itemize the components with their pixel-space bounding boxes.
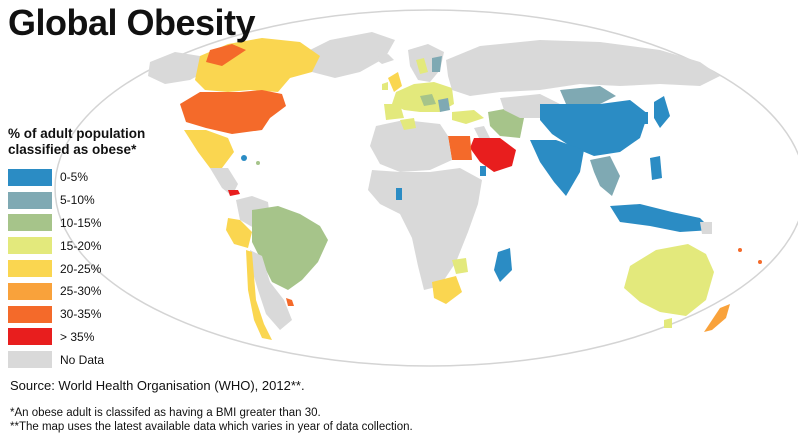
legend-item: 10-15% xyxy=(8,212,183,235)
scandinavia-region xyxy=(408,44,444,82)
legend-swatch xyxy=(8,237,52,255)
legend-item: 30-35% xyxy=(8,303,183,326)
caribbean-island xyxy=(241,155,247,161)
legend-swatch xyxy=(8,328,52,346)
new-zealand-region xyxy=(704,304,730,332)
japan-region xyxy=(654,96,670,128)
pacific-island xyxy=(758,260,762,264)
legend-label: 5-10% xyxy=(60,193,95,208)
peru-region xyxy=(226,218,252,248)
legend-title-line1: % of adult population xyxy=(8,126,146,141)
chile-region xyxy=(246,250,272,340)
legend-title: % of adult population classified as obes… xyxy=(8,126,183,158)
legend-label: 30-35% xyxy=(60,307,102,322)
legend-item: 25-30% xyxy=(8,280,183,303)
footnote-2: **The map uses the latest available data… xyxy=(10,421,413,433)
china-region xyxy=(540,100,648,156)
philippines-region xyxy=(650,156,662,180)
mexico-region xyxy=(184,130,234,168)
footnote-1: *An obese adult is classifed as having a… xyxy=(10,407,321,419)
north-africa-region xyxy=(370,120,452,172)
legend-swatch xyxy=(8,305,52,323)
central-europe-region xyxy=(420,94,436,106)
iraq-region xyxy=(474,126,490,140)
legend-item: 5-10% xyxy=(8,189,183,212)
legend-swatch xyxy=(8,282,52,300)
papua-region xyxy=(700,222,712,234)
central-america-region xyxy=(210,168,238,196)
legend-item: 0-5% xyxy=(8,166,183,189)
legend: % of adult population classified as obes… xyxy=(8,126,183,371)
russia-region xyxy=(446,40,720,96)
legend-label: 10-15% xyxy=(60,215,102,230)
eritrea-region xyxy=(480,166,486,176)
greenland-region xyxy=(300,32,395,78)
caribbean-island xyxy=(256,161,260,165)
legend-items: 0-5% 5-10% 10-15% 15-20% 20-25% 25-30% 30-35% >… xyxy=(8,166,183,371)
legend-item: 15-20% xyxy=(8,234,183,257)
balkans-region xyxy=(438,98,450,112)
indonesia-region xyxy=(610,204,712,232)
usa-region xyxy=(180,90,286,134)
legend-title-line2: classified as obese* xyxy=(8,142,137,157)
turkey-region xyxy=(452,110,484,124)
iceland-region xyxy=(374,54,394,64)
egypt-region xyxy=(448,136,472,160)
legend-label: 15-20% xyxy=(60,238,102,253)
legend-label: 20-25% xyxy=(60,261,102,276)
legend-swatch xyxy=(8,168,52,186)
ireland-region xyxy=(382,82,388,90)
se-asia-region xyxy=(590,156,620,196)
legend-label: > 35% xyxy=(60,329,95,344)
legend-swatch xyxy=(8,214,52,232)
legend-swatch xyxy=(8,191,52,209)
alaska-region-orange xyxy=(206,44,246,66)
australia-region xyxy=(624,244,714,316)
sweden-region xyxy=(432,56,442,72)
ghana-region xyxy=(396,188,402,200)
legend-label: No Data xyxy=(60,352,105,367)
argentina-region xyxy=(250,250,292,330)
south-africa-region xyxy=(432,276,462,304)
zimbabwe-region xyxy=(452,258,468,274)
korea-region xyxy=(640,112,648,124)
norway-region xyxy=(416,58,428,74)
map-title: Global Obesity xyxy=(8,2,256,43)
legend-swatch xyxy=(8,260,52,278)
maghreb-region xyxy=(400,118,416,130)
panama-region xyxy=(228,190,240,196)
source-text: Source: World Health Organisation (WHO),… xyxy=(10,378,305,393)
legend-item: > 35% xyxy=(8,326,183,349)
uk-region xyxy=(388,72,402,92)
legend-swatch xyxy=(8,351,52,369)
uruguay-region xyxy=(286,298,294,306)
madagascar-region xyxy=(494,248,512,282)
pacific-island xyxy=(738,248,742,252)
iberia-region xyxy=(384,104,404,120)
mongolia-region xyxy=(560,86,616,106)
legend-label: 25-30% xyxy=(60,284,102,299)
tasmania-region xyxy=(664,318,672,328)
saudi-arabia-region xyxy=(470,138,516,172)
legend-item: 20-25% xyxy=(8,257,183,280)
brazil-region xyxy=(252,206,328,290)
legend-label: 0-5% xyxy=(60,170,89,185)
india-region xyxy=(530,140,584,196)
legend-item: No Data xyxy=(8,348,183,371)
